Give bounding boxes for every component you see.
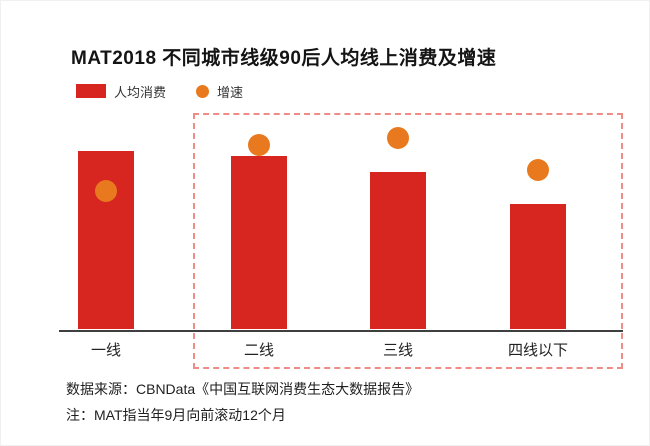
x-axis-label-tier2: 二线 <box>243 342 274 359</box>
growth-dot <box>527 159 549 181</box>
growth-dot <box>248 134 270 156</box>
consumption-bar <box>370 172 426 329</box>
consumption-bar <box>78 151 134 329</box>
consumption-bar <box>231 156 287 329</box>
consumption-bar <box>510 204 566 329</box>
growth-legend-label: 增速 <box>217 84 244 100</box>
consumption-legend-swatch-icon <box>76 84 106 98</box>
x-axis-label-tier1: 一线 <box>90 342 121 359</box>
growth-legend-dot-icon <box>196 84 210 98</box>
mat-definition-note: 注：MAT指当年9月向前滚动12个月 <box>66 407 286 423</box>
growth-dot <box>387 127 409 149</box>
emerging-cities-highlight-box <box>193 113 623 369</box>
growth-dot <box>95 180 117 202</box>
chart-title: MAT2018 不同城市线级90后人均线上消费及增速 <box>71 48 497 69</box>
x-axis-label-tier3: 三线 <box>382 342 413 359</box>
consumption-legend-label: 人均消费 <box>114 84 167 100</box>
x-axis-line <box>59 330 623 332</box>
x-axis-label-tier4: 四线以下 <box>507 342 568 359</box>
legend: 人均消费 增速 <box>76 83 244 100</box>
data-source-note: 数据来源：CBNData《中国互联网消费生态大数据报告》 <box>66 381 420 397</box>
